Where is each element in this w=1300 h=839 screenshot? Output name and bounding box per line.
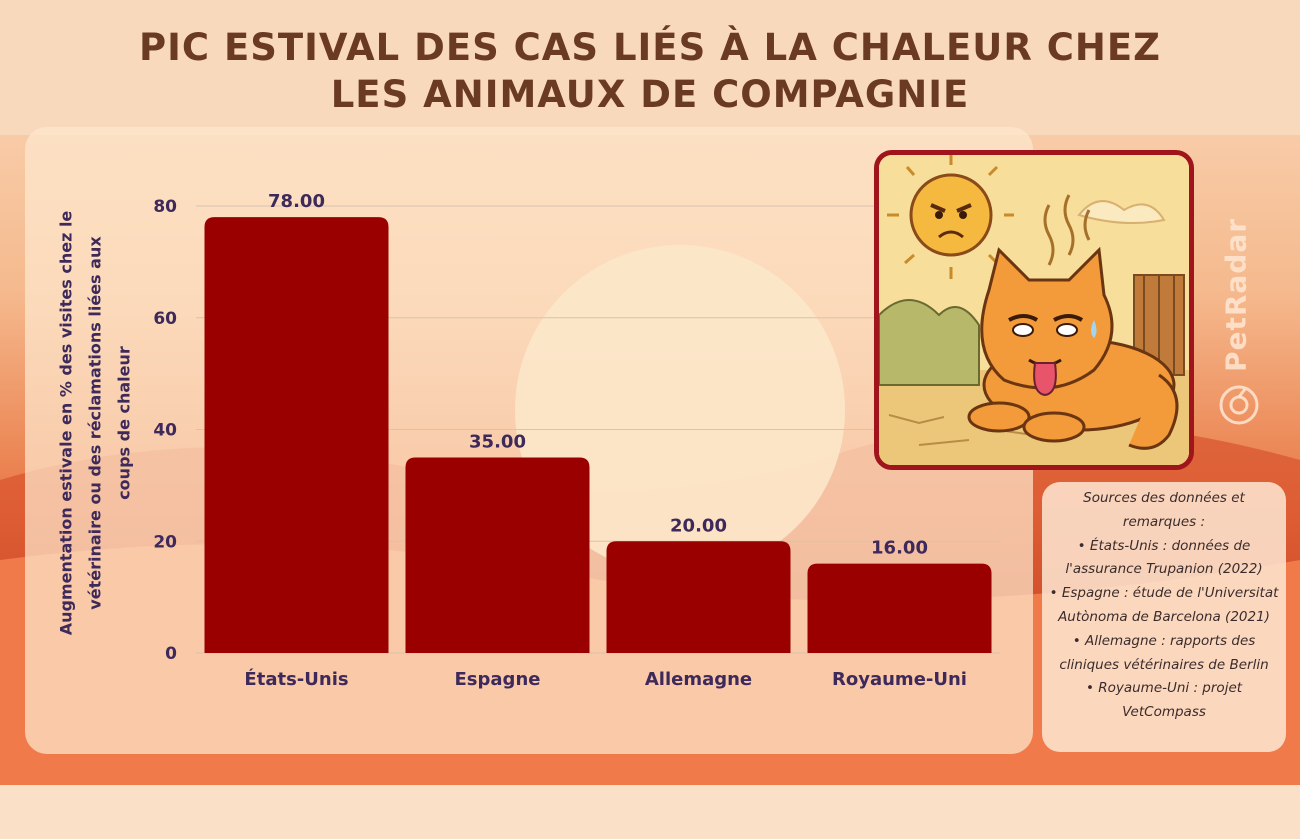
y-tick-label: 60 — [153, 309, 177, 329]
y-axis-title: Augmentation estivale en % des visites c… — [56, 210, 134, 636]
title-line-1: PIC ESTIVAL DES CAS LIÉS À LA CHALEUR CH… — [139, 26, 1161, 69]
sources-panel: Sources des données et remarques : • Éta… — [1042, 482, 1286, 752]
hot-cat-icon — [879, 155, 1189, 465]
x-tick-label: Espagne — [455, 669, 541, 690]
bar-0 — [204, 217, 389, 654]
y-tick-label: 20 — [153, 532, 177, 552]
bar-value-label: 78.00 — [268, 191, 325, 212]
y-tick-label: 40 — [153, 421, 177, 441]
source-item: • Allemagne : rapports des cliniques vét… — [1059, 632, 1269, 673]
x-tick-label: États-Unis — [244, 668, 348, 690]
y-tick-label: 80 — [153, 197, 177, 217]
sources-heading: Sources des données et remarques : — [1083, 490, 1245, 530]
hot-cat-illustration — [874, 150, 1194, 470]
y-tick-label: 0 — [165, 644, 177, 664]
bar-3 — [807, 563, 992, 653]
brand-name: PetRadar — [1219, 217, 1253, 373]
brand-logo-icon — [1219, 385, 1259, 425]
source-item: • États-Unis : données de l'assurance Tr… — [1065, 537, 1263, 578]
bar-value-label: 16.00 — [871, 538, 928, 559]
bar-1 — [405, 457, 590, 653]
bar-value-label: 20.00 — [670, 515, 727, 536]
source-item: • Royaume-Uni : projet VetCompass — [1085, 680, 1243, 721]
title-line-2: LES ANIMAUX DE COMPAGNIE — [330, 73, 970, 116]
bar-value-label: 35.00 — [469, 431, 526, 452]
bar-2 — [606, 541, 791, 653]
x-tick-label: Royaume-Uni — [832, 669, 967, 690]
source-item: • Espagne : étude de l'Universitat Autòn… — [1049, 585, 1279, 625]
x-tick-label: Allemagne — [645, 669, 752, 690]
page-title: PIC ESTIVAL DES CAS LIÉS À LA CHALEUR CH… — [0, 24, 1300, 118]
